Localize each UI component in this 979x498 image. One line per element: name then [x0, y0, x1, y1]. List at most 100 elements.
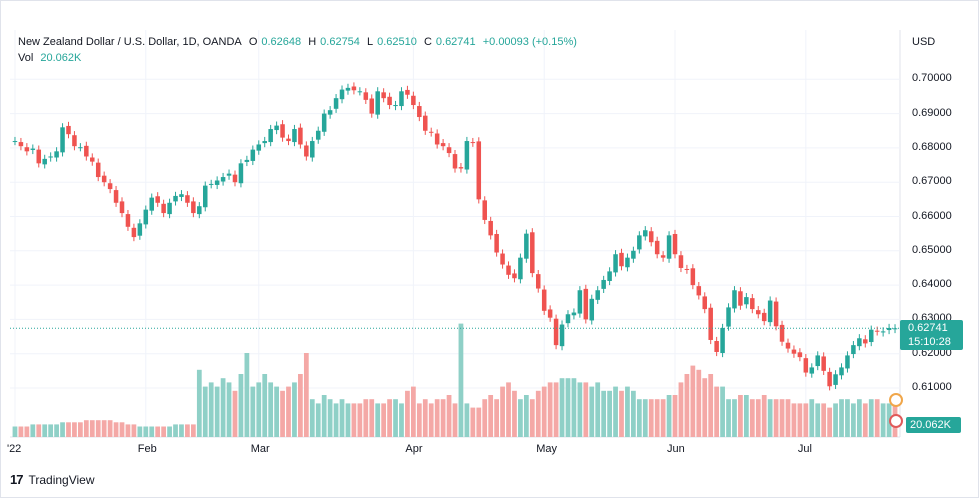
candle-body — [54, 151, 59, 158]
candle-body — [785, 342, 791, 349]
volume-bar — [749, 399, 755, 437]
volume-bar — [476, 407, 482, 437]
x-tick-label: Jul — [797, 443, 812, 455]
candle-body — [417, 106, 422, 118]
candle-body — [619, 252, 624, 267]
candle-body — [726, 307, 731, 327]
volume-bar — [458, 323, 464, 437]
event-flag-icon[interactable] — [889, 393, 903, 407]
volume-bar — [125, 424, 131, 437]
candle-body — [738, 291, 743, 306]
candle-body — [553, 318, 559, 346]
x-tick-label: Mar — [250, 443, 270, 455]
volume-bar — [851, 403, 856, 437]
candle-body — [845, 355, 850, 369]
candle-body — [149, 197, 154, 211]
candle-body — [512, 273, 517, 279]
candle-body — [648, 231, 654, 243]
candle-body — [310, 141, 315, 158]
currency-flag-icon[interactable] — [889, 414, 903, 428]
candle-body — [827, 371, 832, 387]
candle-body — [458, 167, 464, 169]
candle-body — [333, 98, 339, 109]
volume-bar — [642, 399, 648, 437]
candle-body — [446, 147, 452, 154]
candle-body — [423, 115, 428, 131]
volume-bar — [500, 386, 505, 437]
candle-body — [369, 98, 375, 114]
volume-bar — [155, 426, 161, 437]
candle-body — [268, 129, 273, 143]
last-price-value: 0.62741 — [908, 322, 948, 334]
volume-bar — [220, 378, 226, 437]
candle-body — [226, 173, 232, 176]
candle-body — [678, 255, 684, 268]
y-tick-label: 0.69000 — [912, 106, 952, 119]
volume-bar — [684, 374, 690, 437]
candle-body — [892, 328, 898, 330]
candle-body — [518, 257, 523, 280]
volume-bar — [78, 422, 83, 437]
candle-body — [167, 202, 172, 215]
volume-bar — [773, 399, 779, 437]
volume-bar — [547, 382, 553, 437]
volume-bar — [506, 382, 511, 437]
volume-bar — [743, 395, 749, 437]
volume-bar — [202, 386, 208, 437]
volume-bar — [369, 399, 375, 437]
volume-bar — [208, 382, 214, 437]
volume-bar — [428, 403, 434, 437]
volume-bar — [101, 420, 107, 437]
tradingview-logo[interactable]: 17 TradingView — [10, 472, 95, 487]
volume-bar — [607, 390, 612, 437]
volume-bar — [839, 399, 844, 437]
volume-bar — [833, 403, 838, 437]
x-tick-label: '22 — [6, 443, 22, 455]
currency-label: USD — [912, 36, 936, 48]
candle-body — [672, 233, 678, 255]
volume-bar — [660, 399, 666, 437]
candle-body — [90, 157, 95, 162]
candle-body — [851, 345, 856, 355]
x-tick-label: Jun — [667, 443, 685, 455]
candle-body — [452, 154, 458, 169]
candle-body — [12, 141, 18, 143]
candle-body — [791, 349, 797, 354]
candle-body — [327, 110, 333, 115]
volume-legend: Vol 20.062K — [18, 52, 81, 64]
volume-bar — [214, 386, 220, 437]
candle-body — [78, 147, 83, 149]
candle-body — [643, 230, 648, 237]
volume-bar — [583, 382, 589, 437]
candle-body — [470, 142, 476, 144]
volume-bar — [274, 386, 279, 437]
candle-body — [60, 127, 65, 153]
candle-body — [101, 175, 107, 183]
volume-bar — [173, 424, 178, 437]
y-tick-label: 0.61000 — [912, 381, 952, 393]
candle-body — [833, 374, 838, 385]
volume-value: 20.062K — [40, 52, 82, 64]
x-tick-label: May — [536, 443, 557, 455]
candle-body — [690, 268, 696, 286]
candle-body — [185, 195, 190, 203]
volume-bar — [636, 399, 642, 437]
volume-bar — [89, 420, 95, 437]
candle-body — [84, 145, 89, 157]
volume-bar — [143, 426, 149, 437]
candle-body — [488, 220, 493, 236]
candle-body — [191, 201, 196, 214]
candle-body — [262, 141, 267, 144]
volume-bar — [18, 426, 24, 437]
volume-bar — [339, 399, 345, 437]
candle-body — [250, 149, 256, 161]
candle-body — [756, 310, 761, 315]
candle-body — [357, 91, 363, 93]
volume-bar — [559, 378, 565, 437]
volume-bar — [625, 386, 630, 437]
candle-body — [868, 329, 874, 343]
candle-body — [363, 92, 369, 100]
candle-body — [42, 158, 47, 165]
volume-bar — [714, 386, 720, 437]
